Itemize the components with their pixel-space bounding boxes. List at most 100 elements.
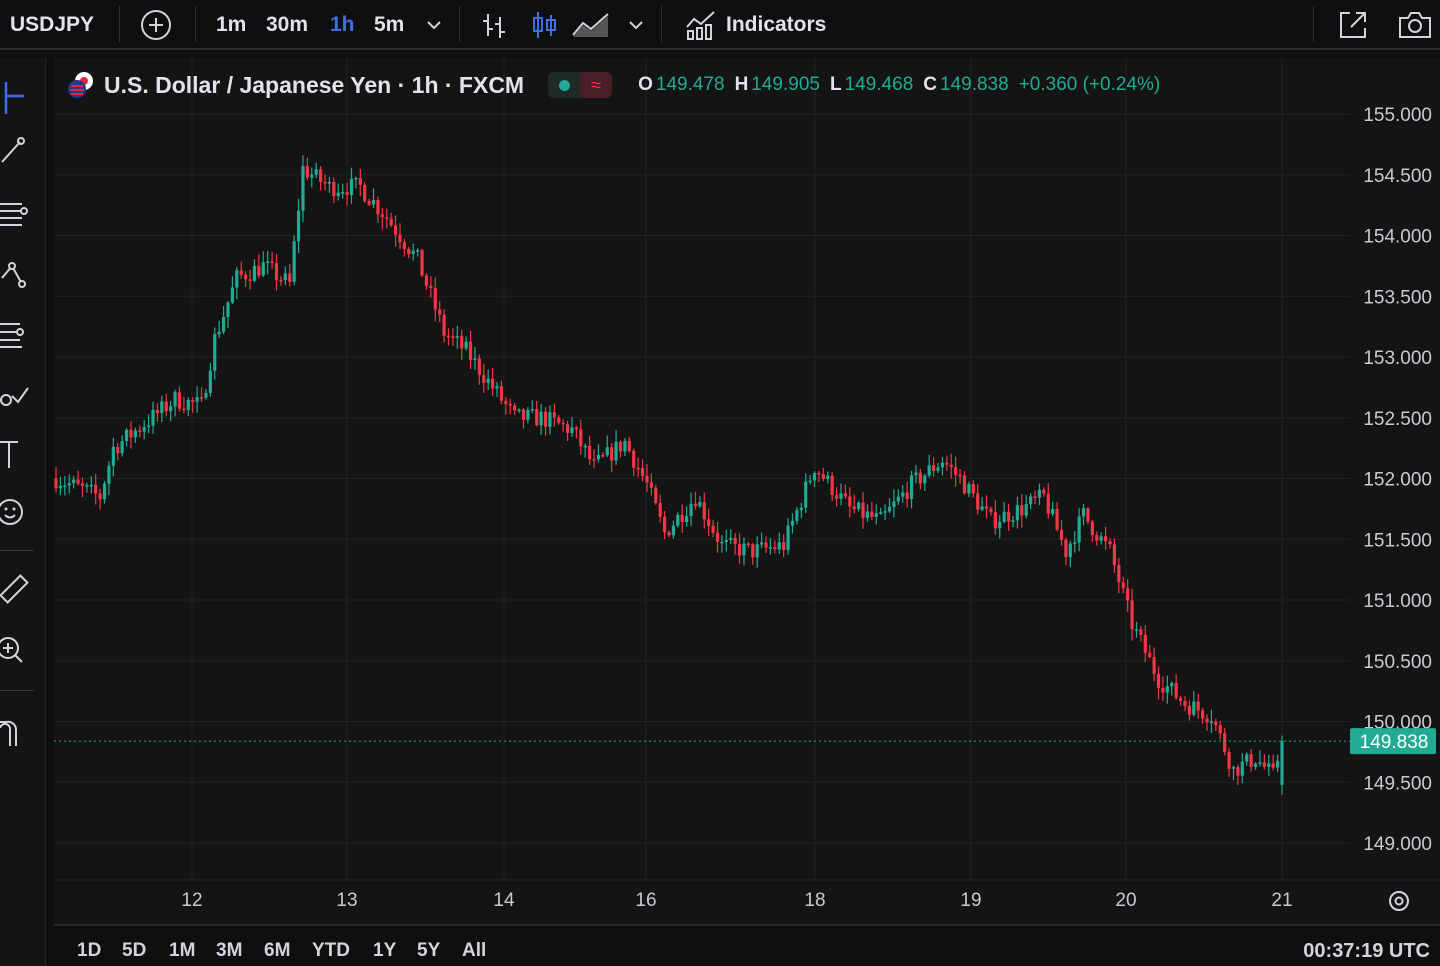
candle-body <box>319 169 323 182</box>
candle-body <box>195 397 199 402</box>
timeframe-30m[interactable]: 30m <box>266 0 308 50</box>
instrument-title[interactable]: U.S. Dollar / Japanese Yen · 1h · FXCM <box>104 71 525 98</box>
axis-settings-button[interactable] <box>1389 891 1409 911</box>
candle-body <box>601 454 605 457</box>
range-6m[interactable]: 6M <box>264 940 291 961</box>
area-style-button[interactable] <box>570 0 612 50</box>
candle-body <box>799 507 803 511</box>
candle-body <box>826 475 830 479</box>
range-all[interactable]: All <box>462 940 487 961</box>
candle-body <box>393 225 398 235</box>
candle-body <box>967 484 971 494</box>
candle-body <box>173 392 177 407</box>
chart-pane[interactable]: 155.000 154.500 154.000 153.500 153.000 152.5… <box>54 58 1440 924</box>
market-status[interactable]: ≈ <box>548 72 613 98</box>
candle-body <box>124 429 129 442</box>
candle-body <box>371 200 376 205</box>
candle-body <box>552 412 556 418</box>
range-1m[interactable]: 1M <box>169 940 196 961</box>
candle-body <box>940 462 945 468</box>
brush-tool[interactable] <box>0 374 40 414</box>
price-tick-label: 153.000 <box>1363 348 1432 369</box>
candle-body <box>380 214 384 218</box>
range-1y[interactable]: 1Y <box>373 940 397 961</box>
candle-body <box>892 501 896 507</box>
range-ytd[interactable]: YTD <box>312 940 350 961</box>
crosshair-icon <box>4 82 24 114</box>
brush-icon <box>0 387 29 406</box>
close-label: C <box>923 74 938 95</box>
magnet-tool[interactable] <box>0 712 40 752</box>
candle-body <box>671 525 676 536</box>
candle-body <box>147 425 151 428</box>
ohlc-values: O 149.478 H 149.905 L 149.468 C 149.838 +0.3… <box>638 74 1170 96</box>
range-3m[interactable]: 3M <box>216 940 243 961</box>
toolbar-divider <box>195 6 196 42</box>
candle-body <box>177 392 182 409</box>
candle-body <box>870 511 874 517</box>
candle-body <box>773 547 777 550</box>
candles-style-button[interactable] <box>528 0 560 50</box>
range-5y[interactable]: 5Y <box>417 940 441 961</box>
time-axis[interactable]: 12 13 14 16 18 19 20 21 <box>54 879 1440 911</box>
candle-body <box>808 480 812 483</box>
candle-body <box>1134 629 1139 631</box>
candle-body <box>102 483 107 500</box>
utc-clock[interactable]: 00:37:19 UTC <box>1303 940 1430 962</box>
open-in-new-window-button[interactable] <box>1336 0 1370 50</box>
timeframe-dropdown[interactable] <box>424 0 444 50</box>
text-tool[interactable] <box>0 434 40 474</box>
timeframe-5m[interactable]: 5m <box>374 0 404 50</box>
compare-symbol-button[interactable] <box>138 0 174 50</box>
zoom-tool[interactable] <box>0 630 40 670</box>
candle-body <box>954 466 958 475</box>
candle-body <box>962 475 967 494</box>
crosshair-tool[interactable] <box>0 76 40 116</box>
bar-style-button[interactable] <box>478 0 510 50</box>
toolbar-divider <box>119 6 120 42</box>
candle-body <box>795 510 799 521</box>
candle-body <box>411 250 415 255</box>
candle-body <box>1192 701 1196 715</box>
fib-tool[interactable] <box>0 194 40 234</box>
range-1d[interactable]: 1D <box>77 940 102 961</box>
candle-body <box>1055 508 1059 530</box>
top-toolbar: USDJPY 1m 30m 1h 5m <box>0 0 1440 50</box>
measure-tool[interactable] <box>0 570 40 610</box>
time-tick-label: 12 <box>181 890 202 911</box>
forecast-tool[interactable] <box>0 314 40 354</box>
candle-body <box>998 521 1002 529</box>
symbol-search[interactable]: USDJPY <box>10 0 94 50</box>
indicators-button[interactable]: Indicators <box>684 0 826 50</box>
candle-body <box>1086 508 1090 522</box>
close-value: 149.838 <box>940 74 1009 95</box>
snapshot-button[interactable] <box>1396 0 1434 50</box>
candle-body <box>1117 565 1121 583</box>
candle-body <box>980 506 984 510</box>
chart-style-dropdown[interactable] <box>626 0 646 50</box>
sidebar-divider <box>0 550 34 551</box>
timeframe-1h[interactable]: 1h <box>330 0 355 50</box>
candle-body <box>385 217 389 219</box>
candle-body <box>636 467 640 470</box>
candle-body <box>182 408 186 411</box>
candle-body <box>191 399 195 402</box>
price-axis[interactable]: 155.000 154.500 154.000 153.500 153.000 152.5… <box>1363 105 1432 855</box>
emoji-tool[interactable] <box>0 492 40 532</box>
trendline-tool[interactable] <box>0 130 40 170</box>
candle-body <box>1205 718 1209 723</box>
candle-body <box>270 261 274 264</box>
candlestick-chart[interactable]: 155.000 154.500 154.000 153.500 153.000 152.5… <box>54 58 1440 924</box>
range-5d[interactable]: 5D <box>122 940 147 961</box>
candle-body <box>834 494 839 499</box>
candle-body <box>579 429 583 447</box>
toolbar-divider <box>459 6 460 42</box>
candle-body <box>199 397 204 399</box>
candle-body <box>918 472 922 484</box>
price-tick-label: 150.500 <box>1363 652 1432 673</box>
candle-body <box>1280 741 1284 785</box>
candle-body <box>976 493 980 510</box>
pattern-tool[interactable] <box>0 254 40 294</box>
candle-body <box>887 506 892 512</box>
timeframe-1m[interactable]: 1m <box>216 0 246 50</box>
